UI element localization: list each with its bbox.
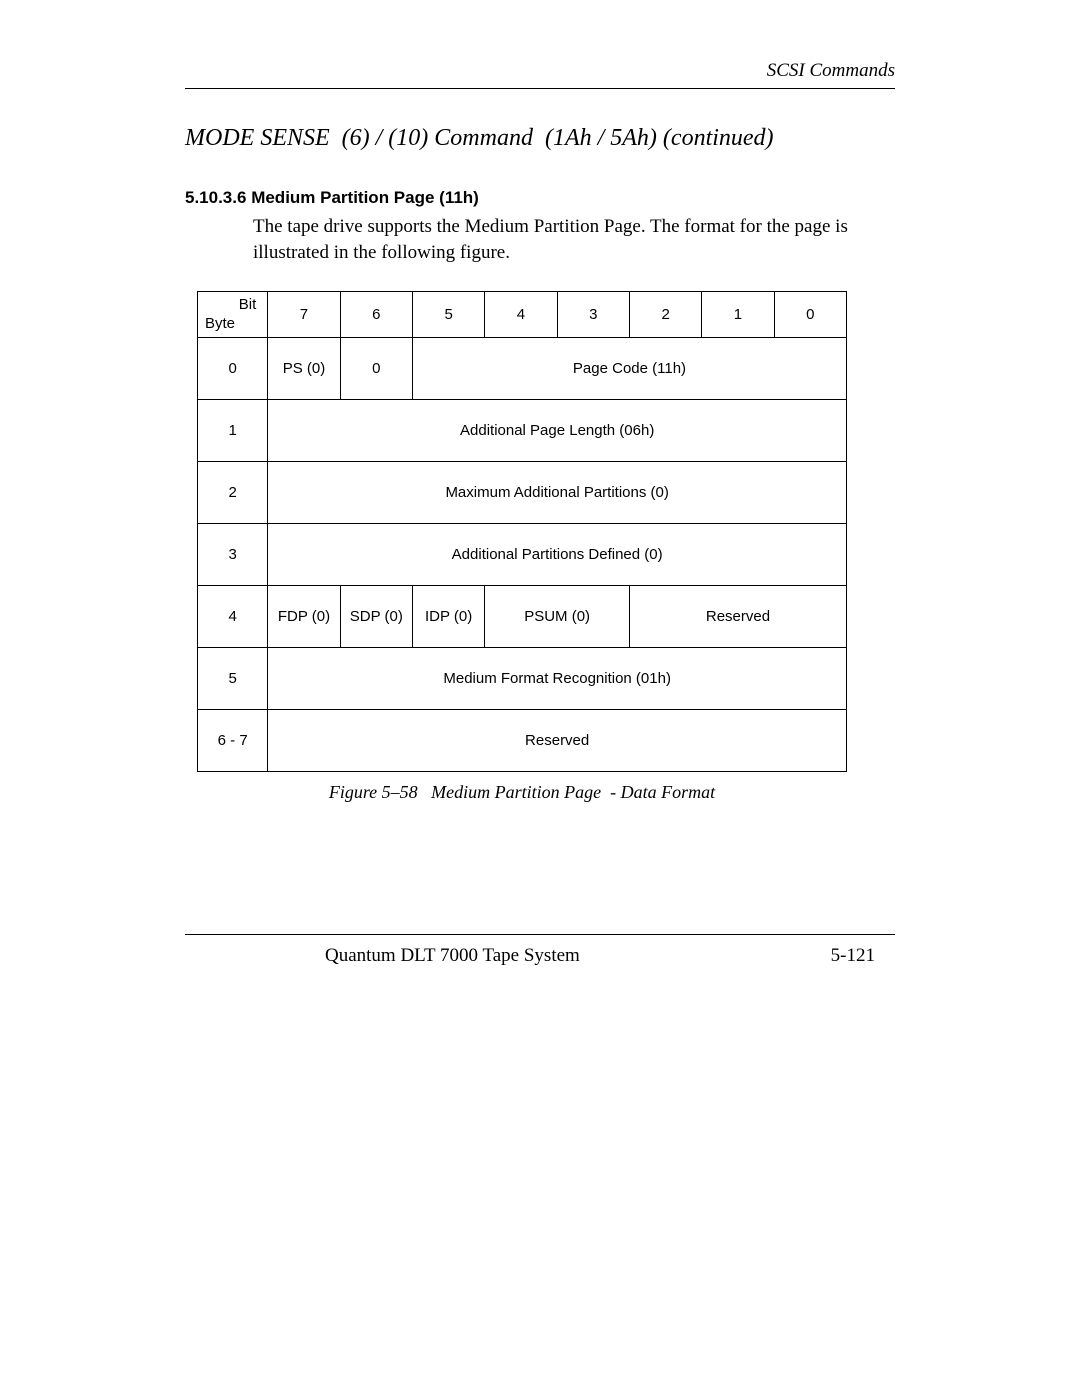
table-cell: SDP (0) [340, 586, 412, 648]
byte-label: 5 [198, 648, 268, 710]
bit-header: 4 [485, 292, 557, 338]
figure-caption: Figure 5–58 Medium Partition Page - Data… [197, 782, 847, 803]
byte-label: 0 [198, 338, 268, 400]
bit-header: 7 [268, 292, 340, 338]
table-cell: Medium Format Recognition (01h) [268, 648, 847, 710]
table-row: 3 Additional Partitions Defined (0) [198, 524, 847, 586]
subsection-heading: 5.10.3.6 Medium Partition Page (11h) [185, 188, 895, 208]
byte-label: 2 [198, 462, 268, 524]
byte-label: 4 [198, 586, 268, 648]
byte-label: 6 - 7 [198, 710, 268, 772]
table-cell: FDP (0) [268, 586, 340, 648]
byte-label: 1 [198, 400, 268, 462]
table-cell: Maximum Additional Partitions (0) [268, 462, 847, 524]
table-cell: 0 [340, 338, 412, 400]
bitmap-table: Bit Byte 7 6 5 4 3 2 1 0 0 PS (0) 0 Page… [197, 291, 847, 772]
bit-header: 1 [702, 292, 774, 338]
subsection-number: 5.10.3.6 [185, 188, 246, 207]
page-title: MODE SENSE (6) / (10) Command (1Ah / 5Ah… [185, 125, 895, 152]
bit-header: 3 [557, 292, 629, 338]
table-row: 0 PS (0) 0 Page Code (11h) [198, 338, 847, 400]
table-cell: PS (0) [268, 338, 340, 400]
footer-center-text: Quantum DLT 7000 Tape System [325, 945, 580, 967]
table-cell: Additional Partitions Defined (0) [268, 524, 847, 586]
table-cell: PSUM (0) [485, 586, 630, 648]
header-corner: Bit Byte [198, 292, 268, 338]
corner-byte-label: Byte [199, 315, 266, 334]
bit-header: 0 [774, 292, 846, 338]
corner-bit-label: Bit [199, 296, 266, 315]
table-row: 4 FDP (0) SDP (0) IDP (0) PSUM (0) Reser… [198, 586, 847, 648]
table-cell: Additional Page Length (06h) [268, 400, 847, 462]
table-row: 5 Medium Format Recognition (01h) [198, 648, 847, 710]
subsection-title: Medium Partition Page (11h) [251, 188, 479, 207]
table-row: 1 Additional Page Length (06h) [198, 400, 847, 462]
bit-header: 2 [629, 292, 701, 338]
table-cell: Page Code (11h) [412, 338, 846, 400]
table-cell: IDP (0) [412, 586, 484, 648]
table-row: 6 - 7 Reserved [198, 710, 847, 772]
bit-header: 5 [412, 292, 484, 338]
page-footer: Quantum DLT 7000 Tape System 5-121 [185, 934, 895, 967]
running-head: SCSI Commands [185, 60, 895, 89]
bit-header: 6 [340, 292, 412, 338]
table-cell: Reserved [629, 586, 846, 648]
body-text: The tape drive supports the Medium Parti… [253, 214, 895, 265]
table-cell: Reserved [268, 710, 847, 772]
footer-page-number: 5-121 [831, 945, 875, 967]
table-row: 2 Maximum Additional Partitions (0) [198, 462, 847, 524]
byte-label: 3 [198, 524, 268, 586]
